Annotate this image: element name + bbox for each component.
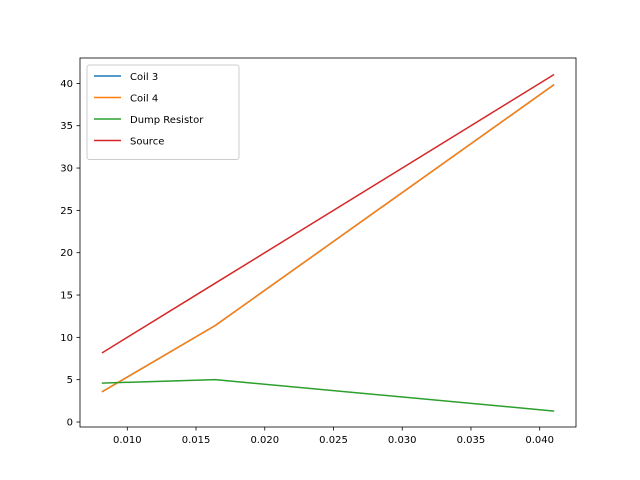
y-tick-label: 35 [60,121,73,132]
series-layer [101,73,555,412]
legend-label: Source [130,137,164,148]
x-axis: 0.010 0.015 0.020 0.025 0.030 0.035 0.040 [113,427,554,446]
y-tick-label: 0 [67,418,73,429]
x-tick-label: 0.040 [525,435,554,446]
y-tick-label: 10 [60,333,73,344]
legend-label: Dump Resistor [130,115,204,126]
series-line-dump-resistor [101,378,555,412]
x-tick-label: 0.035 [457,435,486,446]
legend: Coil 3 Coil 4 Dump Resistor Source [86,64,240,160]
y-tick-label: 5 [67,375,73,386]
axes-frame [79,57,577,428]
y-tick-label: 20 [60,248,73,259]
legend-box [86,64,240,160]
series-line-source [101,73,555,354]
legend-label: Coil 4 [130,94,158,105]
series-line-coil-4 [101,84,555,393]
y-tick-label: 30 [60,164,73,175]
y-tick-label: 15 [60,291,73,302]
y-tick-label: 25 [60,206,73,217]
y-axis: 0 5 10 15 20 25 30 35 40 [60,79,80,429]
x-tick-label: 0.015 [182,435,211,446]
x-tick-label: 0.010 [113,435,142,446]
x-tick-label: 0.025 [319,435,348,446]
y-tick-label: 40 [60,79,73,90]
x-tick-label: 0.020 [250,435,279,446]
x-tick-label: 0.030 [388,435,417,446]
legend-label: Coil 3 [130,72,158,83]
